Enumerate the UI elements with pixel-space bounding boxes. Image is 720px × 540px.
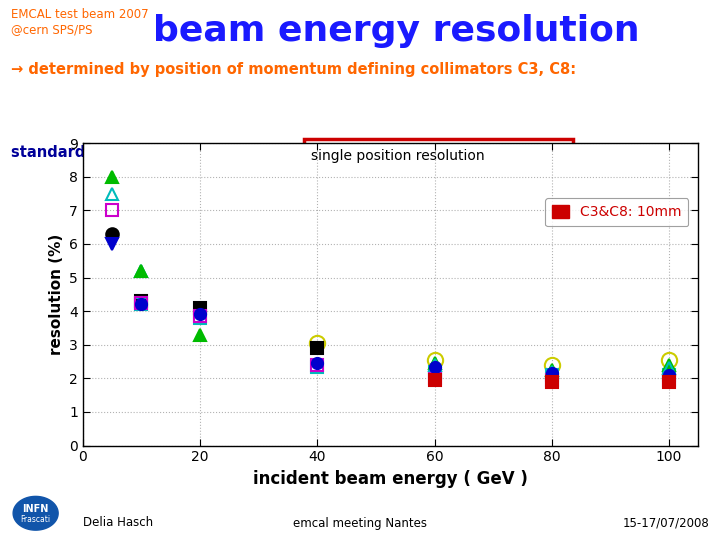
- Text: Delia Hasch: Delia Hasch: [83, 516, 153, 530]
- Text: → determined by position of momentum defining collimators C3, C8:: → determined by position of momentum def…: [11, 62, 576, 77]
- Legend: C3&C8: 10mm: C3&C8: 10mm: [545, 198, 688, 226]
- Text: standard settings: C3/C8 @30 mm →: standard settings: C3/C8 @30 mm →: [11, 145, 310, 160]
- Text: C3/C8 @10 mm  (run727,28,34): C3/C8 @10 mm (run727,28,34): [310, 145, 567, 160]
- Y-axis label: resolution (%): resolution (%): [48, 234, 63, 355]
- Text: @cern SPS/PS: @cern SPS/PS: [11, 23, 92, 36]
- Polygon shape: [13, 496, 58, 530]
- X-axis label: incident beam energy ( GeV ): incident beam energy ( GeV ): [253, 470, 528, 488]
- Text: beam energy resolution: beam energy resolution: [153, 14, 639, 48]
- Text: emcal meeting Nantes: emcal meeting Nantes: [293, 516, 427, 530]
- Text: 15-17/07/2008: 15-17/07/2008: [623, 516, 709, 530]
- Text: INFN: INFN: [22, 504, 49, 514]
- Text: EMCAL test beam 2007: EMCAL test beam 2007: [11, 8, 148, 21]
- Text: single position resolution: single position resolution: [310, 149, 484, 163]
- Text: Frascati: Frascati: [21, 515, 50, 524]
